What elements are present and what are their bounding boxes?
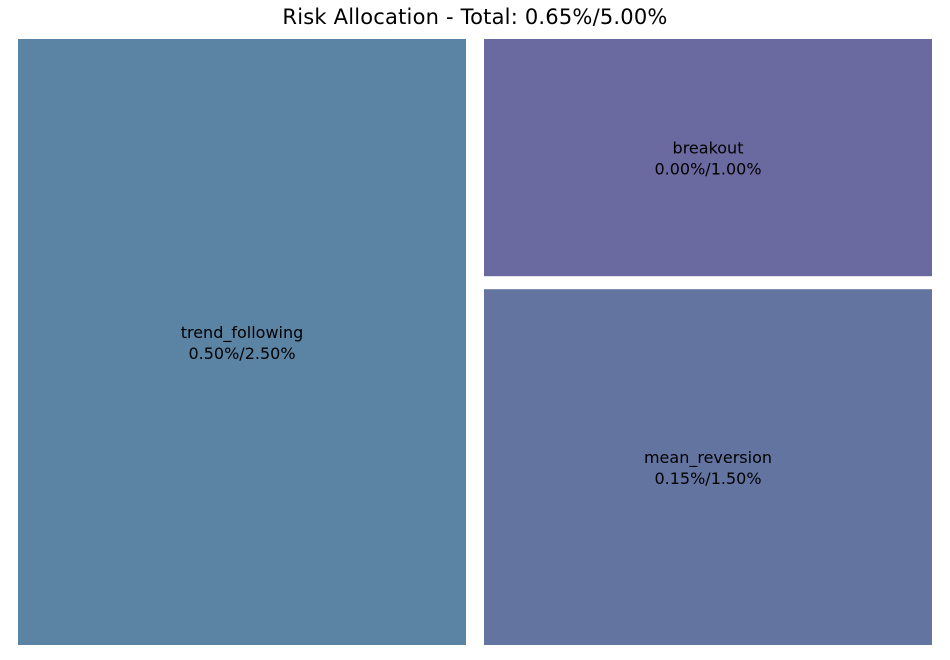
tile-value-label: 0.00%/1.00% bbox=[654, 160, 761, 179]
tile-rect bbox=[484, 289, 932, 645]
tile-value-label: 0.50%/2.50% bbox=[188, 344, 295, 363]
chart-title: Risk Allocation - Total: 0.65%/5.00% bbox=[282, 5, 668, 29]
tile-name-label: breakout bbox=[673, 139, 744, 158]
tile-rect bbox=[18, 39, 466, 645]
tile-name-label: trend_following bbox=[181, 323, 304, 343]
tile-rect bbox=[484, 39, 932, 277]
tile-name-label: mean_reversion bbox=[644, 448, 772, 468]
tile-value-label: 0.15%/1.50% bbox=[654, 469, 761, 488]
treemap-tile-breakout: breakout 0.00%/1.00% bbox=[484, 39, 932, 277]
